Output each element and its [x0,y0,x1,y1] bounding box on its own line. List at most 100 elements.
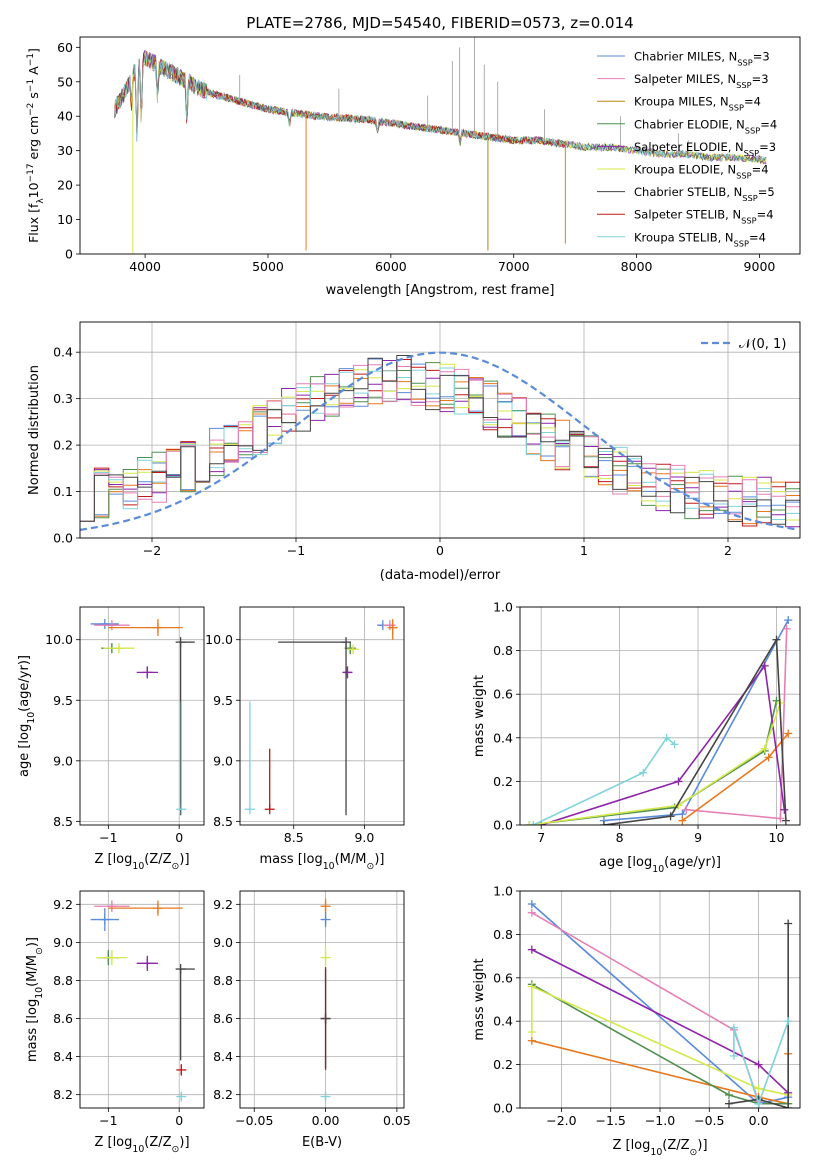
x-tick-label: −2.0 [546,1113,576,1128]
x-tick-label: 8.5 [284,830,304,845]
legend-entry: Salpeter ELODIE, NSSP=3 [634,140,776,158]
y-tick-label: 8.4 [213,1049,233,1064]
x-axis-label: wavelength [Angstrom, rest frame] [326,283,555,298]
y-tick-label: 8.5 [213,814,233,829]
x-tick-label: −1.5 [596,1113,626,1128]
x-tick-label: 5000 [252,259,284,274]
axes-age_vs_Z: −1 0 8.5 9.0 9.5 10.0 Z [log10(Z/Z⊙)] age [log1… [17,606,205,872]
y-tick-label: 40 [57,109,73,124]
y-tick-label: 0 [65,247,73,262]
y-tick-label: 1.0 [493,600,513,615]
errorbars [320,898,331,1102]
errorbar-point [136,955,158,971]
axes-age_vs_mass: 8.5 9.0 8.5 9.0 9.5 10.0 mass [log10(M/M⊙)] [205,606,405,872]
axes-frame [79,890,205,1109]
errorbar-point [347,644,359,655]
x-tick-label: −1 [287,543,305,558]
legend-entry: Chabrier ELODIE, NSSP=4 [634,117,777,135]
x-tick-label: 0 [436,543,444,558]
errorbars [90,618,195,816]
errorbar-point [90,618,119,629]
histogram-step [80,355,800,525]
errorbar-point [387,619,398,640]
errorbar-point [176,1091,187,1102]
x-tick-label: 9000 [744,259,776,274]
x-tick-label: −0.05 [235,1113,273,1128]
axes-frame [79,36,801,255]
errorbar-point [94,900,130,912]
axes-mass_vs_Z: −1 0 8.2 8.4 8.6 8.8 9.0 9.2 Z [log10(Z/Z⊙)] mass… [25,890,205,1155]
x-tick-label: 4000 [129,259,161,274]
histograms [80,351,800,531]
y-tick-label: 9.0 [53,753,73,768]
y-tick-label: 0.4 [493,1014,513,1029]
x-tick-label: 1 [580,543,588,558]
errorbar-point [244,701,255,815]
legend-entry: Salpeter MILES, NSSP=3 [634,72,769,90]
errorbar-point [108,900,183,916]
x-tick-label: 8 [616,830,624,845]
axes-mw_vs_age: 7 8 9 10 0.0 0.2 0.4 0.6 0.8 1.0 mass weight age [l… [472,600,801,875]
errorbar-point [264,748,275,815]
x-tick-label: 7 [537,830,545,845]
legend-entry: Kroupa ELODIE, NSSP=4 [634,163,769,181]
series-line [728,923,789,1108]
series-line [733,1020,789,1107]
y-tick-label: 8.8 [213,973,233,988]
x-tick-label: 8000 [621,259,653,274]
x-tick-label: −1 [99,830,117,845]
series-line [529,702,782,825]
y-tick-label: 8.8 [53,973,73,988]
errorbars [244,619,398,816]
y-tick-label: 0.8 [493,643,513,658]
x-axis-label: age [log10(age/yr)] [599,855,721,875]
x-tick-label: 7000 [498,259,530,274]
y-tick-label: 9.0 [213,935,233,950]
y-tick-label: 10.0 [45,632,73,647]
y-tick-label: 8.2 [53,1087,73,1102]
axes-frame [519,890,801,1109]
axes-mass_vs_ebv: −0.05 0.00 0.05 8.2 8.4 8.6 8.8 9.0 9.2 E(B-V) [213,890,411,1150]
errorbar-point [103,643,135,654]
y-tick-label: 9.0 [213,753,233,768]
y-tick-label: 0.2 [493,1057,513,1072]
y-axis-label: Flux [fλ10−17 erg cm−2 s−1 A−1] [26,48,46,243]
series-line [603,619,789,822]
y-tick-label: 10 [57,212,73,227]
y-tick-label: 1.0 [493,884,513,899]
axes-frame [239,890,405,1109]
axes-frame [239,606,405,826]
x-tick-label: 0 [175,1113,183,1128]
series-line [532,736,676,825]
y-tick-label: 30 [57,143,73,158]
errorbar-point [320,946,331,970]
errorbar-point [176,701,187,815]
x-tick-label: −2 [143,543,161,558]
spectrum-lines [114,37,767,254]
errorbar-point [176,1064,187,1076]
y-tick-label: 8.4 [53,1049,73,1064]
y-tick-label: 8.5 [53,814,73,829]
errorbar-point [320,969,331,1069]
y-tick-label: 0.2 [53,438,73,453]
legend-entry: Chabrier STELIB, NSSP=5 [634,185,775,203]
x-tick-label: 9 [694,830,702,845]
x-tick-label: −1.0 [645,1113,675,1128]
series-lines [527,900,793,1108]
errorbar-point [382,620,396,631]
errorbar-point [320,911,331,928]
y-axis-label: Normed distribution [27,365,42,495]
y-tick-label: 0.1 [53,484,73,499]
series-line [603,637,787,825]
axes-residuals: −2 −1 0 1 2 0.0 0.1 0.2 0.3 0.4 (data-model)/error… [27,321,801,583]
y-tick-label: 20 [57,178,73,193]
y-tick-label: 0.3 [53,391,73,406]
legend-entry: Kroupa MILES, NSSP=4 [634,95,761,113]
legend: Chabrier MILES, NSSP=3 Salpeter MILES, NS… [597,50,777,248]
errorbar-point [278,637,352,816]
y-tick-label: 0.4 [53,345,73,360]
y-axis-label: mass [log10(M/M⊙)] [25,937,45,1062]
chart-title: PLATE=2786, MJD=54540, FIBERID=0573, z=0… [246,14,633,32]
series-line [540,663,786,825]
